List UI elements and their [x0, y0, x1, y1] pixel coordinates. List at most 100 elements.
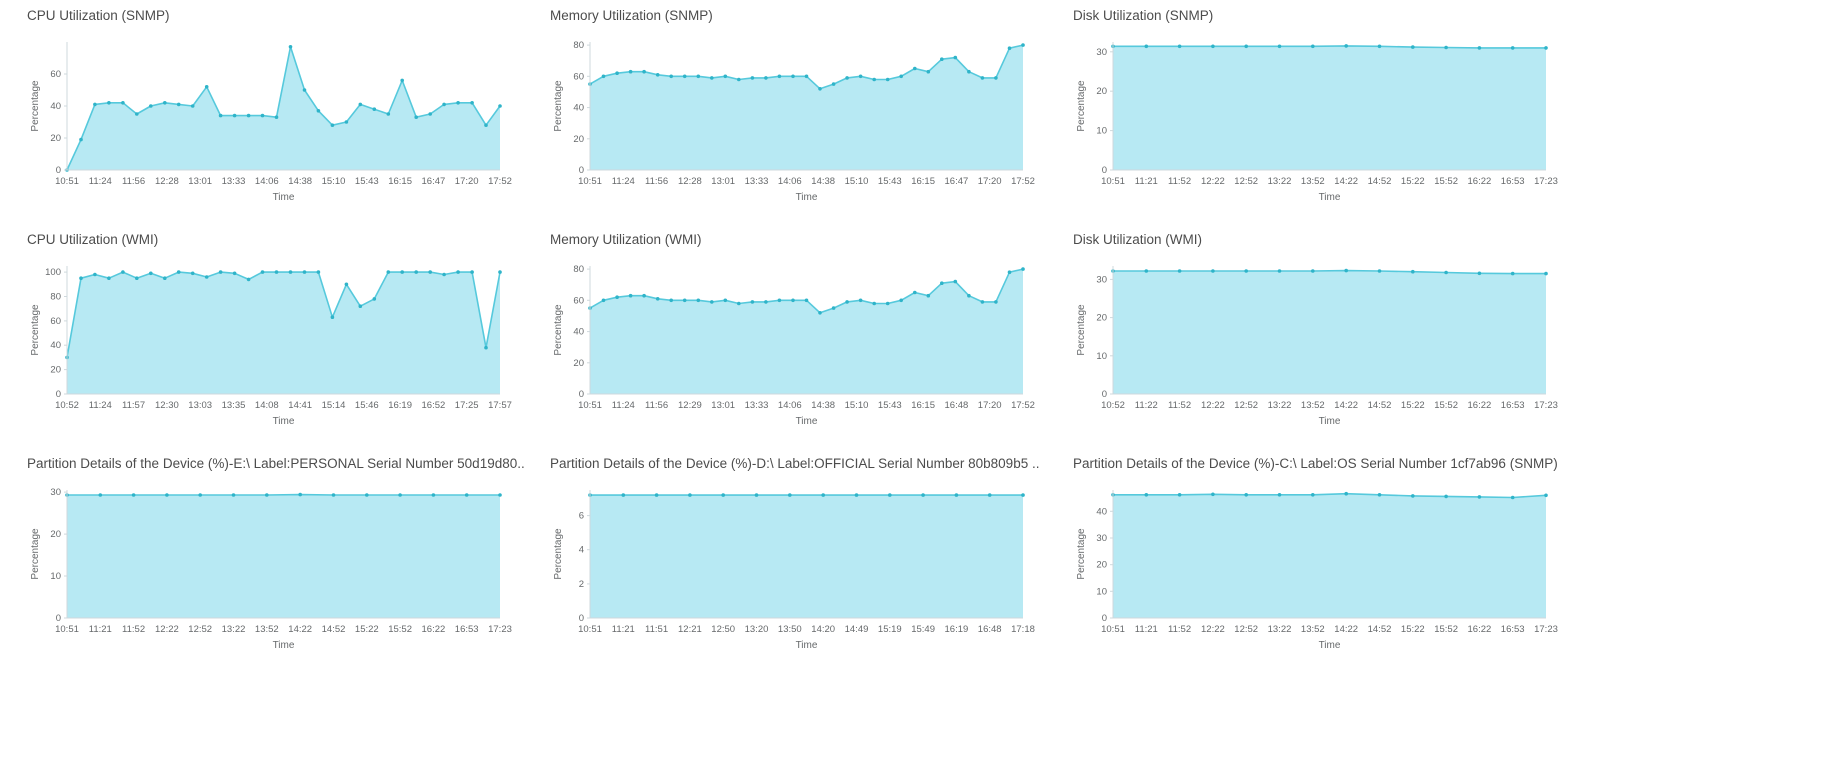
svg-text:0: 0: [56, 389, 61, 400]
area-chart-cpu-wmi[interactable]: 0 20 40 60 80 100 10:52 11:24 11:57 12:30 13:03 13:…: [27, 258, 550, 428]
chart-card-disk-wmi: Disk Utilization (WMI) 0 10 20 30 10:52 11:22…: [1073, 232, 1596, 428]
svg-text:16:22: 16:22: [422, 624, 446, 635]
svg-text:16:53: 16:53: [1501, 176, 1525, 187]
svg-text:12:28: 12:28: [678, 176, 702, 187]
area-chart-memory-snmp[interactable]: 0 20 40 60 80 10:51 11:24 11:56 12:28 13:01 13:33 1…: [550, 34, 1073, 204]
svg-text:14:52: 14:52: [322, 624, 346, 635]
svg-text:60: 60: [573, 295, 584, 306]
area-chart-disk-wmi[interactable]: 0 10 20 30 10:52 11:22 11:52 12:22 12:52 13:22 13:…: [1073, 258, 1596, 428]
area-chart-partition-d[interactable]: 0 2 4 6 10:51 11:21 11:51 12:21 12:50 13:20 13:50 1…: [550, 482, 1073, 652]
svg-text:12:22: 12:22: [155, 624, 179, 635]
svg-text:40: 40: [1096, 506, 1107, 517]
svg-text:16:53: 16:53: [1501, 400, 1525, 411]
dashboard-grid: CPU Utilization (SNMP) 0 20 40 60 10:51 11:24…: [27, 8, 1596, 652]
svg-text:13:52: 13:52: [1301, 624, 1325, 635]
svg-text:17:20: 17:20: [978, 176, 1002, 187]
area-chart-memory-wmi[interactable]: 0 20 40 60 80 10:51 11:24 11:56 12:29 13:01 13:33 1…: [550, 258, 1073, 428]
svg-text:30: 30: [50, 487, 61, 498]
svg-text:13:22: 13:22: [222, 624, 246, 635]
chart-title: CPU Utilization (WMI): [27, 232, 159, 247]
svg-text:17:20: 17:20: [978, 400, 1002, 411]
svg-text:15:22: 15:22: [355, 624, 379, 635]
svg-text:12:50: 12:50: [711, 624, 735, 635]
svg-text:11:52: 11:52: [1168, 400, 1191, 411]
svg-text:10:51: 10:51: [578, 400, 602, 411]
chart-title: Partition Details of the Device (%)-C:\ …: [1073, 456, 1558, 471]
svg-text:13:50: 13:50: [778, 624, 802, 635]
svg-text:12:52: 12:52: [1234, 176, 1258, 187]
svg-text:13:03: 13:03: [188, 400, 212, 411]
svg-text:10: 10: [50, 571, 61, 582]
svg-text:13:33: 13:33: [222, 176, 246, 187]
svg-text:14:52: 14:52: [1368, 624, 1392, 635]
svg-text:17:23: 17:23: [1534, 176, 1558, 187]
svg-text:14:49: 14:49: [845, 624, 869, 635]
svg-text:11:56: 11:56: [645, 400, 668, 411]
svg-text:40: 40: [50, 340, 61, 351]
svg-text:12:21: 12:21: [678, 624, 702, 635]
svg-text:60: 60: [573, 71, 584, 82]
svg-text:20: 20: [50, 133, 61, 144]
svg-text:0: 0: [56, 165, 61, 176]
chart-card-cpu-wmi: CPU Utilization (WMI) 0 20 40 60 80 100 10:52 1…: [27, 232, 550, 428]
svg-text:11:57: 11:57: [122, 400, 145, 411]
svg-text:10:52: 10:52: [55, 400, 79, 411]
area-chart-partition-e[interactable]: 0 10 20 30 10:51 11:21 11:52 12:22 12:52 13:22 13:…: [27, 482, 550, 652]
svg-text:Time: Time: [796, 640, 818, 651]
svg-text:15:22: 15:22: [1401, 400, 1425, 411]
svg-text:11:52: 11:52: [1168, 624, 1191, 635]
svg-text:17:18: 17:18: [1011, 624, 1035, 635]
svg-text:16:47: 16:47: [945, 176, 969, 187]
svg-text:14:06: 14:06: [778, 400, 802, 411]
svg-text:Percentage: Percentage: [553, 80, 564, 132]
svg-text:15:14: 15:14: [322, 400, 346, 411]
svg-text:16:53: 16:53: [455, 624, 479, 635]
svg-text:0: 0: [579, 613, 584, 624]
svg-text:14:06: 14:06: [778, 176, 802, 187]
svg-text:11:21: 11:21: [1135, 624, 1158, 635]
svg-text:Time: Time: [273, 416, 295, 427]
svg-text:11:21: 11:21: [89, 624, 112, 635]
svg-text:11:56: 11:56: [645, 176, 668, 187]
svg-text:20: 20: [1096, 560, 1107, 571]
svg-text:16:22: 16:22: [1468, 624, 1492, 635]
area-chart-partition-c[interactable]: 0 10 20 30 40 10:51 11:21 11:52 12:22 12:52 13:22 1…: [1073, 482, 1596, 652]
svg-text:12:52: 12:52: [188, 624, 212, 635]
svg-text:16:19: 16:19: [388, 400, 412, 411]
chart-title: Partition Details of the Device (%)-D:\ …: [550, 456, 1040, 471]
svg-text:6: 6: [579, 511, 584, 522]
svg-text:15:52: 15:52: [1434, 624, 1458, 635]
svg-text:13:01: 13:01: [711, 400, 735, 411]
svg-text:11:52: 11:52: [122, 624, 145, 635]
svg-text:12:22: 12:22: [1201, 400, 1225, 411]
svg-text:20: 20: [50, 365, 61, 376]
svg-text:17:52: 17:52: [488, 176, 512, 187]
svg-text:20: 20: [1096, 86, 1107, 97]
svg-text:15:49: 15:49: [911, 624, 935, 635]
svg-text:80: 80: [573, 40, 584, 51]
area-chart-disk-snmp[interactable]: 0 10 20 30 10:51 11:21 11:52 12:22 12:52 13:22 13:…: [1073, 34, 1596, 204]
svg-text:16:15: 16:15: [388, 176, 412, 187]
svg-text:11:21: 11:21: [1135, 176, 1158, 187]
svg-text:11:22: 11:22: [1135, 400, 1158, 411]
svg-text:10: 10: [1096, 351, 1107, 362]
chart-title: Disk Utilization (SNMP): [1073, 8, 1214, 23]
svg-text:13:33: 13:33: [745, 400, 769, 411]
svg-text:10: 10: [1096, 586, 1107, 597]
svg-text:12:22: 12:22: [1201, 624, 1225, 635]
svg-text:16:47: 16:47: [422, 176, 446, 187]
svg-text:13:52: 13:52: [255, 624, 279, 635]
svg-text:11:51: 11:51: [645, 624, 668, 635]
svg-text:Time: Time: [1319, 640, 1341, 651]
svg-text:14:38: 14:38: [811, 176, 835, 187]
area-chart-cpu-snmp[interactable]: 0 20 40 60 10:51 11:24 11:56 12:28 13:01 13:33 14:…: [27, 34, 550, 204]
svg-text:Percentage: Percentage: [30, 304, 41, 356]
svg-text:Time: Time: [273, 640, 295, 651]
svg-text:17:23: 17:23: [1534, 624, 1558, 635]
svg-text:15:43: 15:43: [878, 400, 902, 411]
svg-text:17:23: 17:23: [1534, 400, 1558, 411]
svg-text:16:22: 16:22: [1468, 400, 1492, 411]
svg-text:12:29: 12:29: [678, 400, 702, 411]
svg-text:16:52: 16:52: [422, 400, 446, 411]
svg-text:30: 30: [1096, 47, 1107, 58]
